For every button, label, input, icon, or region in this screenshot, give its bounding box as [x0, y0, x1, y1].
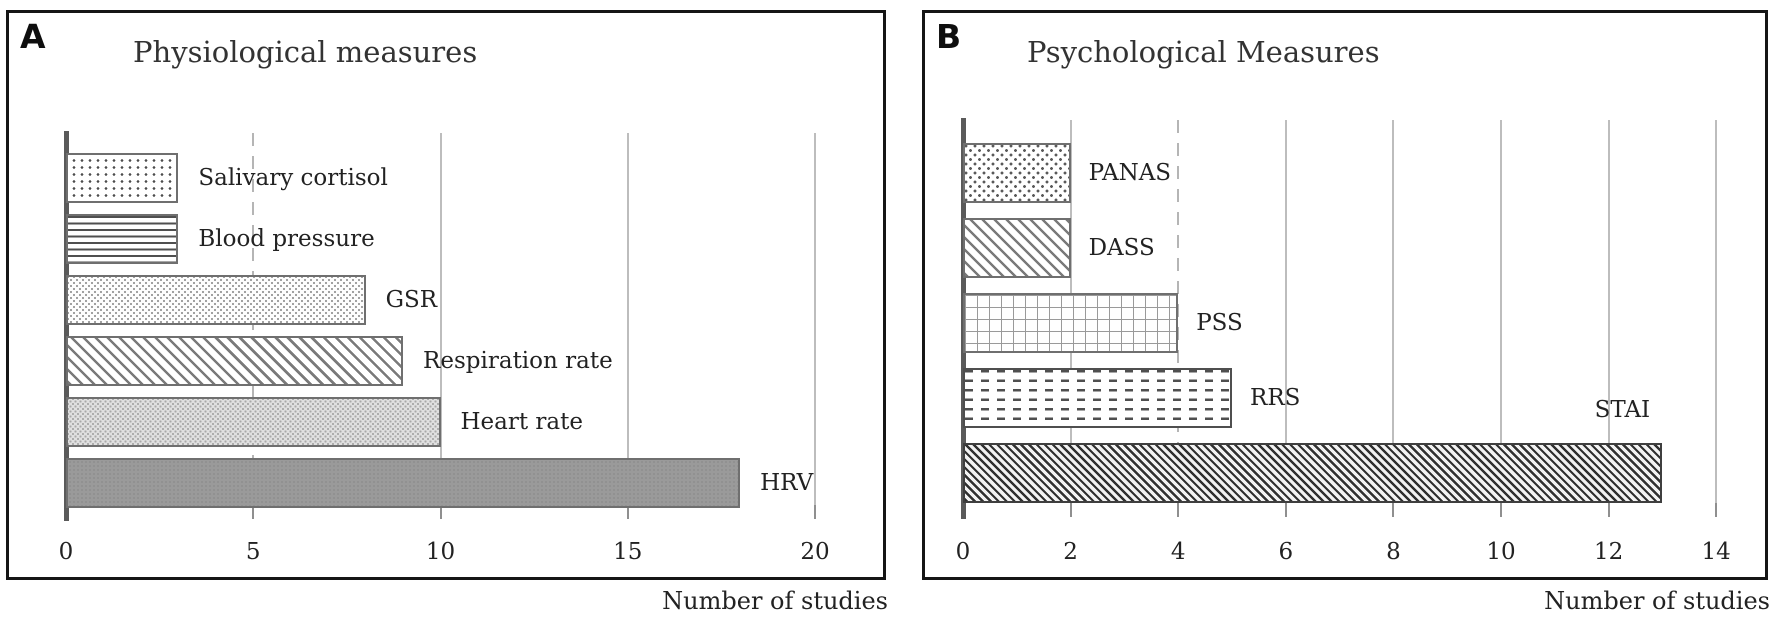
gridline-12 — [1607, 120, 1610, 503]
x-tick-label-15: 15 — [613, 539, 643, 565]
bar-label-respiration-rate: Respiration rate — [423, 348, 613, 374]
x-tick-label-2: 2 — [1063, 539, 1078, 565]
bar-label-stai: STAI — [1594, 397, 1651, 423]
plot-area-psychological: 0 2 4 6 8 10 12 14 PANAS DASS PSS RRS STAI — [925, 13, 1765, 577]
panel-label-b: B — [936, 17, 962, 56]
gridline-6 — [1284, 120, 1287, 503]
bar-blood-pressure — [66, 214, 179, 264]
x-axis-caption-physiological: Number of studies — [662, 587, 888, 615]
gridline-4 — [1177, 120, 1180, 503]
x-tick-label-14: 14 — [1701, 539, 1731, 565]
x-tick-15 — [626, 505, 629, 519]
bar-label-panas: PANAS — [1088, 160, 1172, 186]
x-tick-label-20: 20 — [800, 539, 830, 565]
x-tick-20 — [814, 505, 816, 519]
x-tick-2 — [1069, 503, 1072, 517]
bar-label-dass: DASS — [1088, 235, 1155, 261]
bar-stai — [963, 443, 1663, 503]
x-tick-6 — [1284, 503, 1287, 517]
bar-pss — [963, 293, 1179, 353]
bar-label-salivary-cortisol: Salivary cortisol — [198, 165, 388, 191]
gridline-14 — [1715, 120, 1718, 503]
panel-physiological: A Physiological measures 0 5 10 15 20 Salivar… — [6, 10, 886, 580]
x-tick-label-10: 10 — [1486, 539, 1516, 565]
x-tick-14 — [1715, 503, 1718, 517]
bar-dass — [963, 218, 1071, 278]
gridline-8 — [1392, 120, 1395, 503]
gridline-10 — [1500, 120, 1502, 503]
bar-respiration-rate — [66, 336, 404, 386]
panel-psychological: B Psychological Measures 0 2 4 6 8 10 12 14 PANA… — [922, 10, 1768, 580]
bar-rrs — [963, 368, 1232, 428]
chart-title-psychological: Psychological Measures — [1027, 35, 1380, 69]
bar-salivary-cortisol — [66, 153, 179, 203]
x-tick-label-0: 0 — [955, 539, 971, 565]
x-tick-12 — [1607, 503, 1610, 517]
bar-panas — [963, 143, 1071, 203]
gridline-20 — [814, 133, 816, 505]
panel-label-a: A — [20, 17, 46, 56]
gridline-15 — [626, 133, 629, 505]
bar-label-pss: PSS — [1196, 310, 1243, 336]
bar-hrv — [66, 458, 741, 508]
x-tick-8 — [1392, 503, 1395, 517]
chart-title-physiological: Physiological measures — [133, 35, 478, 69]
gridline-10 — [439, 133, 442, 505]
plot-area-physiological: 0 5 10 15 20 Salivary cortisol Blood pressure G… — [9, 13, 883, 577]
x-tick-10 — [1500, 503, 1502, 517]
bar-label-gsr: GSR — [385, 287, 438, 313]
x-tick-label-6: 6 — [1278, 539, 1294, 565]
x-tick-label-5: 5 — [245, 539, 261, 565]
bar-gsr — [66, 275, 366, 325]
bar-label-heart-rate: Heart rate — [460, 409, 584, 435]
x-tick-label-10: 10 — [425, 539, 456, 565]
x-tick-label-0: 0 — [58, 539, 74, 565]
bar-label-blood-pressure: Blood pressure — [198, 226, 375, 252]
x-tick-4 — [1177, 503, 1180, 517]
x-axis-caption-psychological: Number of studies — [1544, 587, 1770, 615]
bar-label-hrv: HRV — [760, 470, 814, 496]
x-tick-10 — [439, 505, 442, 519]
y-axis-spine — [64, 131, 69, 521]
bar-label-rrs: RRS — [1250, 385, 1301, 411]
x-tick-5 — [252, 505, 255, 519]
bar-heart-rate — [66, 397, 441, 447]
x-tick-label-4: 4 — [1170, 539, 1186, 565]
x-tick-label-8: 8 — [1386, 539, 1401, 565]
x-tick-label-12: 12 — [1593, 539, 1624, 565]
